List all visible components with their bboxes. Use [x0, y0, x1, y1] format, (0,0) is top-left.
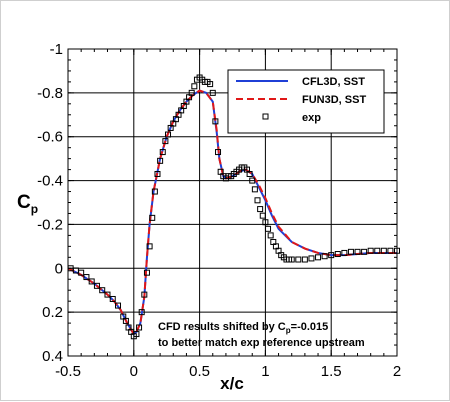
exp-marker — [341, 249, 348, 256]
exp-marker — [257, 206, 264, 213]
y-tick-label: 0 — [55, 260, 63, 277]
y-tick-label: -0.8 — [37, 85, 63, 102]
x-tick-label: 1.5 — [321, 363, 342, 380]
exp-marker — [138, 309, 145, 316]
x-tick-label: -0.5 — [55, 363, 81, 380]
exp-marker — [321, 253, 328, 260]
x-tick-label: 2 — [393, 363, 401, 380]
legend-swatch-exp — [262, 113, 269, 120]
exp-marker — [146, 243, 153, 250]
exp-marker — [380, 247, 387, 254]
exp-marker — [354, 248, 361, 255]
x-tick-label: 1 — [261, 363, 269, 380]
x-tick-label: 0.5 — [189, 363, 210, 380]
exp-marker — [207, 81, 214, 88]
legend: CFL3D, SST FUN3D, SST exp — [227, 69, 385, 134]
exp-marker — [212, 118, 219, 125]
exp-marker — [347, 248, 354, 255]
exp-marker — [165, 131, 172, 138]
exp-marker — [143, 269, 150, 276]
exp-marker — [361, 248, 368, 255]
x-tick-label: 0 — [130, 363, 138, 380]
svg-text:Cp: Cp — [17, 192, 38, 216]
svg-text:CFD results shifted by Cp=-0.0: CFD results shifted by Cp=-0.015 — [158, 321, 328, 335]
annotation-line2: to better match exp reference upstream — [158, 337, 365, 349]
exp-marker — [328, 252, 335, 259]
exp-marker — [295, 256, 302, 263]
exp-marker — [133, 331, 140, 338]
exp-marker — [149, 214, 156, 221]
exp-marker — [288, 256, 295, 263]
exp-marker — [254, 197, 261, 204]
exp-marker — [308, 255, 315, 262]
legend-label-cfl3d: CFL3D, SST — [302, 76, 365, 88]
exp-marker — [315, 254, 322, 261]
y-tick-label: -0.4 — [37, 173, 63, 190]
exp-marker — [99, 287, 106, 294]
exp-marker — [209, 89, 216, 96]
exp-marker — [93, 282, 100, 289]
exp-marker — [122, 317, 129, 324]
exp-marker — [136, 324, 143, 331]
exp-marker — [115, 302, 122, 309]
legend-label-fun3d: FUN3D, SST — [302, 94, 366, 106]
exp-marker — [265, 225, 272, 232]
exp-marker — [83, 274, 90, 281]
exp-marker — [249, 177, 256, 184]
exp-marker — [387, 247, 394, 254]
x-axis-title: x/c — [220, 374, 244, 393]
exp-marker — [191, 83, 198, 90]
exp-marker — [109, 295, 116, 302]
y-axis-title: Cp — [17, 192, 38, 216]
legend-label-exp: exp — [302, 112, 321, 124]
exp-marker — [157, 157, 164, 164]
y-axis-title-sub: p — [31, 202, 38, 216]
exp-marker — [104, 291, 111, 298]
annotation-prefix: CFD results shifted by C — [158, 321, 286, 333]
exp-marker — [334, 251, 341, 258]
exp-marker — [141, 291, 148, 298]
axis-ticks — [67, 48, 398, 357]
exp-marker — [262, 219, 269, 226]
exp-marker — [267, 232, 274, 239]
y-tick-label: -1 — [50, 41, 63, 58]
exp-marker — [301, 256, 308, 263]
y-axis-title-base: C — [17, 192, 31, 213]
exp-marker — [159, 149, 166, 156]
exp-marker — [78, 269, 85, 276]
exp-marker — [251, 186, 258, 193]
exp-marker — [246, 170, 253, 177]
exp-marker — [154, 170, 161, 177]
exp-marker — [88, 278, 95, 285]
exp-marker — [374, 247, 381, 254]
exp-marker — [162, 138, 169, 145]
exp-marker — [151, 188, 158, 195]
exp-marker — [259, 212, 266, 219]
annotation-sub: p — [286, 326, 291, 335]
y-tick-label: 0.4 — [42, 348, 63, 365]
tick-labels: -0.5 0 0.5 1 1.5 2 -1 -0.8 -0.6 -0.4 -0.2 0 0.2 0.4 — [37, 41, 401, 380]
exp-marker — [215, 149, 222, 156]
exp-marker — [367, 247, 374, 254]
annotation: CFD results shifted by Cp=-0.015 to bett… — [158, 321, 365, 349]
y-tick-label: -0.2 — [37, 216, 63, 233]
y-tick-label: -0.6 — [37, 129, 63, 146]
exp-marker — [188, 89, 195, 96]
series-layer — [67, 74, 400, 340]
y-tick-label: 0.2 — [42, 304, 63, 321]
annotation-suffix: =-0.015 — [291, 321, 329, 333]
